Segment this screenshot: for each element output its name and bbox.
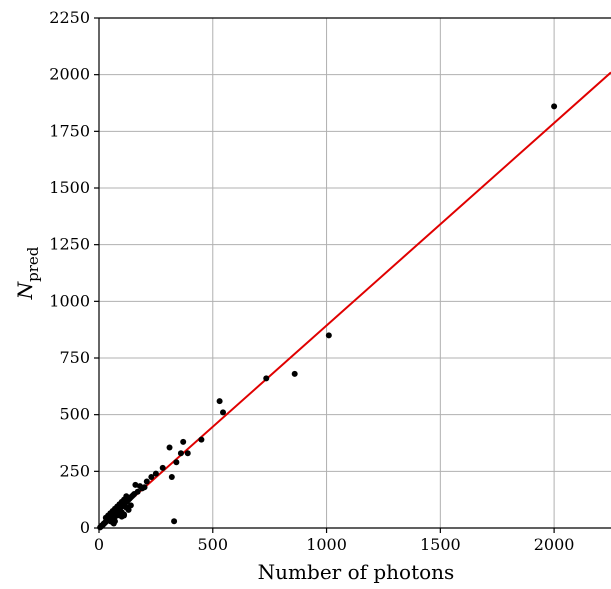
y-tick-label: 2000 xyxy=(49,65,90,84)
x-tick-label: 1000 xyxy=(306,535,347,554)
y-axis-title-base: N xyxy=(13,280,37,300)
data-point xyxy=(152,470,159,477)
data-point xyxy=(171,518,178,525)
y-tick-label: 1000 xyxy=(49,291,90,310)
y-tick-label: 1750 xyxy=(49,121,90,140)
data-point xyxy=(263,375,270,382)
x-tick-label: 1500 xyxy=(420,535,461,554)
x-tick-label: 2000 xyxy=(534,535,575,554)
y-tick-label: 500 xyxy=(59,405,90,424)
y-tick-label: 250 xyxy=(59,461,90,480)
fit-line-segment xyxy=(98,71,611,529)
y-axis-title: Npred xyxy=(13,246,42,300)
x-tick-label: 500 xyxy=(198,535,229,554)
fit-line xyxy=(98,71,611,529)
data-point xyxy=(216,398,223,405)
data-point xyxy=(177,450,184,457)
data-point xyxy=(220,409,227,416)
data-point xyxy=(123,493,130,500)
data-point xyxy=(125,506,132,513)
data-points xyxy=(97,103,558,531)
data-point xyxy=(127,502,134,509)
y-tick-label: 0 xyxy=(80,518,90,537)
data-point xyxy=(551,103,558,110)
data-point xyxy=(132,481,139,488)
y-axis-title-subscript: pred xyxy=(24,246,42,282)
ticks: 0 500 1000 1500 2000 0 250 500 750 1000 1250 1500 17… xyxy=(49,8,574,554)
y-tick-label: 1500 xyxy=(49,178,90,197)
x-axis-title: Number of photons xyxy=(258,560,455,584)
data-point xyxy=(111,518,118,525)
y-tick-label: 750 xyxy=(59,348,90,367)
data-point xyxy=(166,444,173,451)
data-point xyxy=(325,332,332,339)
data-point xyxy=(173,459,180,466)
data-point xyxy=(134,488,141,495)
data-point xyxy=(291,370,298,377)
data-point xyxy=(184,450,191,457)
axes xyxy=(98,17,611,529)
data-point xyxy=(159,464,166,471)
grid xyxy=(99,18,611,528)
y-tick-label: 1250 xyxy=(49,235,90,254)
data-point xyxy=(198,436,205,443)
data-point xyxy=(143,478,150,485)
data-point xyxy=(168,474,175,480)
y-tick-label: 2250 xyxy=(49,8,90,27)
data-point xyxy=(121,512,128,519)
data-point xyxy=(180,438,187,445)
x-tick-label: 0 xyxy=(94,535,104,554)
data-point xyxy=(141,484,148,491)
data-point xyxy=(148,474,155,480)
